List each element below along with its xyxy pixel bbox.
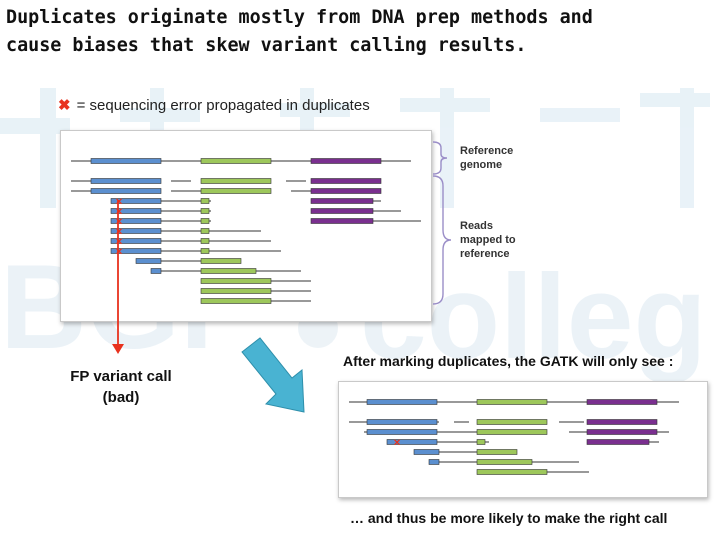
read-segment-2	[110, 198, 162, 204]
read-segment-7	[200, 248, 210, 254]
read-segment-3	[110, 208, 162, 214]
ref-purple-segment	[310, 158, 382, 164]
dedup-panel: ✕	[338, 381, 708, 498]
read-segment-3	[200, 208, 210, 214]
ref-purple-segment	[586, 399, 658, 405]
ref-green-segment	[200, 158, 272, 164]
error-marker-icon: ✕	[115, 247, 123, 257]
read-segment-1	[310, 188, 382, 194]
reads-diagram: ✕✕✕✕✕✕	[71, 158, 421, 304]
read-segment-0	[310, 178, 382, 184]
read-segment-6	[110, 238, 162, 244]
read-segment-3	[413, 449, 440, 455]
reads-brace	[432, 175, 452, 305]
read-segment-1	[200, 188, 272, 194]
reference-genome-label: Reference genome	[460, 145, 514, 171]
legend: ✖ = sequencing error propagated in duplic…	[58, 96, 370, 114]
read-segment-0	[586, 419, 658, 425]
reference-brace	[432, 141, 448, 175]
error-marker-icon: ✕	[115, 217, 123, 227]
read-segment-9	[150, 268, 162, 274]
read-segment-6	[200, 238, 210, 244]
read-segment-10	[200, 278, 272, 284]
read-segment-1	[586, 429, 658, 435]
reads-panel: ✕ ✕ ✕ ✕ ✕ ✕	[60, 130, 432, 322]
reads-mapped-label: Reads mapped to reference	[460, 220, 516, 260]
teal-arrow-icon	[241, 337, 305, 413]
fp-arrow-head	[112, 344, 124, 354]
read-segment-4	[428, 459, 440, 465]
slide-title: Duplicates originate mostly from DNA pre…	[6, 7, 593, 56]
read-segment-11	[200, 288, 272, 294]
read-segment-5	[200, 228, 210, 234]
read-segment-2	[476, 439, 486, 445]
error-marker-icon: ✕	[115, 197, 123, 207]
read-segment-3	[476, 449, 518, 455]
read-segment-2	[386, 439, 438, 445]
read-segment-2	[310, 198, 374, 204]
read-segment-0	[476, 419, 548, 425]
error-marker-icon: ✕	[393, 438, 401, 448]
read-segment-0	[200, 178, 272, 184]
read-segment-8	[135, 258, 162, 264]
error-marker-icon: ✕	[115, 227, 123, 237]
error-marker-icon: ✕	[115, 207, 123, 217]
read-segment-4	[476, 459, 533, 465]
fp-variant-call-label: FP variant call (bad)	[70, 368, 172, 406]
read-segment-0	[366, 419, 438, 425]
read-segment-5	[110, 228, 162, 234]
read-segment-1	[90, 188, 162, 194]
legend-text: = sequencing error propagated in duplica…	[76, 97, 370, 114]
read-segment-1	[476, 429, 548, 435]
read-segment-4	[310, 218, 374, 224]
read-segment-2	[586, 439, 650, 445]
after-marking-label: After marking duplicates, the GATK will …	[343, 353, 674, 369]
error-marker-icon: ✕	[115, 237, 123, 247]
read-segment-12	[200, 298, 272, 304]
ref-blue-segment	[366, 399, 438, 405]
read-segment-0	[90, 178, 162, 184]
ref-blue-segment	[90, 158, 162, 164]
ref-green-segment	[476, 399, 548, 405]
read-segment-8	[200, 258, 242, 264]
read-segment-7	[110, 248, 162, 254]
conclusion-label: … and thus be more likely to make the ri…	[350, 510, 668, 526]
read-segment-5	[476, 469, 548, 475]
read-segment-2	[200, 198, 210, 204]
read-segment-4	[110, 218, 162, 224]
error-marker-icon: ✖	[58, 97, 71, 114]
dedup-diagram: ✕	[349, 399, 679, 475]
read-segment-1	[366, 429, 438, 435]
read-segment-3	[310, 208, 374, 214]
read-segment-4	[200, 218, 210, 224]
